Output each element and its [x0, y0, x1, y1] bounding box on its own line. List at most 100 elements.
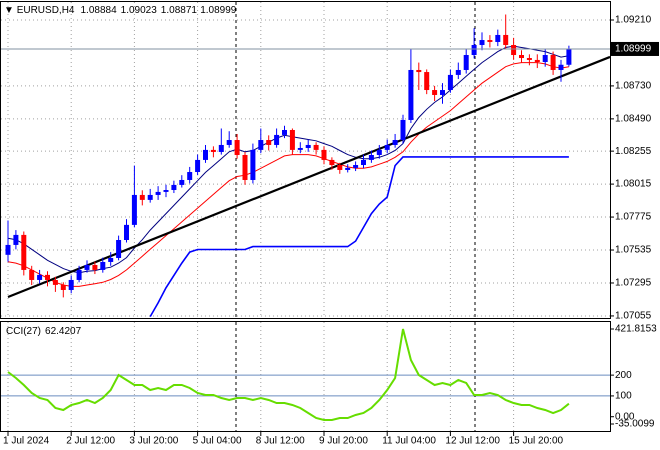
candle-body	[566, 48, 572, 65]
header-arrow: ▼	[4, 5, 17, 16]
candle-body	[368, 154, 374, 160]
candle-body	[92, 264, 98, 270]
candle-body	[68, 279, 74, 290]
current-price-label: 1.08999	[615, 44, 652, 55]
candle-body	[163, 190, 169, 192]
candle-body	[179, 179, 185, 185]
candle-body	[282, 129, 287, 135]
candle-body	[503, 34, 509, 45]
candle-body	[210, 149, 216, 152]
candle-body	[289, 129, 295, 150]
candle-body	[487, 40, 493, 42]
candle-body	[139, 194, 145, 200]
x-tick-label: 5 Jul 04:00	[193, 436, 242, 447]
candle-body	[408, 69, 414, 120]
candle-body	[519, 55, 524, 59]
cci-panel-frame	[0, 321, 611, 432]
labels: 1.09210 1.08730 1.08490 1.08255 1.08015 1.077…	[3, 15, 659, 447]
candle-body	[124, 224, 129, 240]
candle-body	[455, 69, 461, 75]
candle-body	[37, 274, 43, 280]
x-tick-label: 11 Jul 04:00	[382, 436, 436, 447]
marks	[1, 14, 611, 421]
cci-last-value: 62.4207	[45, 326, 82, 337]
candle-body	[313, 144, 319, 150]
candle-body	[76, 269, 82, 280]
candle-body	[447, 74, 453, 91]
main-panel-frame	[0, 1, 611, 319]
candle-body	[550, 55, 556, 70]
cci-line	[7, 328, 570, 421]
y-tick-label: 1.09210	[615, 15, 652, 26]
candle-body	[511, 44, 517, 56]
x-tick-label: 12 Jul 12:00	[445, 436, 500, 447]
candle-body	[100, 261, 106, 270]
candle-body	[242, 154, 248, 180]
candle-body	[321, 149, 327, 160]
y-tick-label: 1.07775	[615, 212, 652, 223]
indicator-line	[7, 62, 569, 287]
candle-body	[526, 58, 532, 60]
symbol: EURUSD,H4	[17, 5, 75, 16]
candle-body	[60, 284, 66, 290]
y-tick-label: 1.07535	[615, 245, 652, 256]
candle-body	[274, 134, 280, 145]
candle-body	[234, 140, 240, 155]
grid	[1, 2, 614, 436]
candle-body	[400, 119, 406, 141]
y-tick-label: 1.07295	[615, 278, 652, 289]
cci-title: CCI(27) 62.4207	[6, 326, 82, 337]
candle-body	[416, 69, 422, 73]
candle-body	[187, 172, 193, 180]
y-tick-label: 421.8153	[615, 324, 657, 335]
candle-body	[329, 159, 335, 166]
candle-body	[155, 191, 161, 195]
candle-body	[463, 55, 469, 70]
x-tick-label: 9 Jul 20:00	[319, 436, 368, 447]
candle-body	[345, 167, 351, 170]
candle-body	[534, 59, 540, 63]
candle-body	[195, 159, 201, 173]
candle-body	[226, 140, 232, 145]
candle-body	[116, 239, 122, 258]
candle-body	[84, 264, 90, 270]
candle-body	[5, 244, 11, 255]
candle-body	[424, 72, 430, 91]
header-low: 1.08871	[161, 5, 198, 16]
y-tick-label: 100	[615, 391, 632, 402]
candle-body	[353, 165, 359, 168]
candle-body	[479, 40, 485, 45]
x-tick-label: 2 Jul 12:00	[66, 436, 115, 447]
x-tick-label: 3 Jul 20:00	[129, 436, 178, 447]
candle-body	[131, 194, 137, 225]
x-tick-label: 1 Jul 2024	[3, 436, 50, 447]
candle-body	[52, 279, 58, 285]
candle-body	[218, 144, 224, 152]
candle-body	[266, 140, 272, 145]
y-tick-label: 200	[615, 370, 632, 381]
y-tick-label: -35.0099	[615, 419, 655, 430]
candle-body	[13, 234, 19, 245]
candle-body	[376, 149, 382, 155]
candle-body	[440, 90, 445, 95]
candle-body	[392, 140, 398, 145]
y-tick-label: 1.08255	[615, 146, 652, 157]
candle-body	[384, 144, 390, 150]
candle-body	[147, 194, 153, 200]
candle-body	[45, 274, 50, 280]
candle-body	[542, 55, 548, 63]
y-tick-label: 1.08015	[615, 179, 652, 190]
header-high: 1.09023	[121, 5, 158, 16]
candle-body	[250, 149, 256, 180]
header-close: 1.08999	[200, 5, 237, 16]
candle-body	[305, 144, 311, 148]
candle-body	[558, 64, 564, 70]
candle-body	[337, 165, 343, 170]
indicator-line	[149, 156, 569, 317]
candle-body	[297, 147, 303, 150]
chart-header: ▼ EURUSD,H4 1.08884 1.09023 1.08871 1.08999	[4, 5, 237, 16]
y-tick-label: 1.08730	[615, 81, 652, 92]
candle-body	[361, 159, 366, 166]
current-price-tag	[611, 41, 659, 56]
